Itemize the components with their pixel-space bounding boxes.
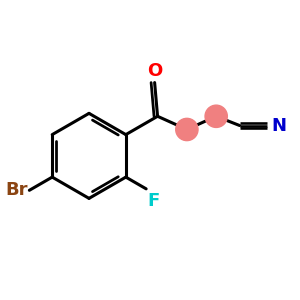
Text: Br: Br <box>5 181 28 199</box>
Circle shape <box>205 105 227 128</box>
Text: O: O <box>147 62 162 80</box>
Circle shape <box>176 118 198 141</box>
Text: F: F <box>148 192 160 210</box>
Text: N: N <box>271 116 286 134</box>
